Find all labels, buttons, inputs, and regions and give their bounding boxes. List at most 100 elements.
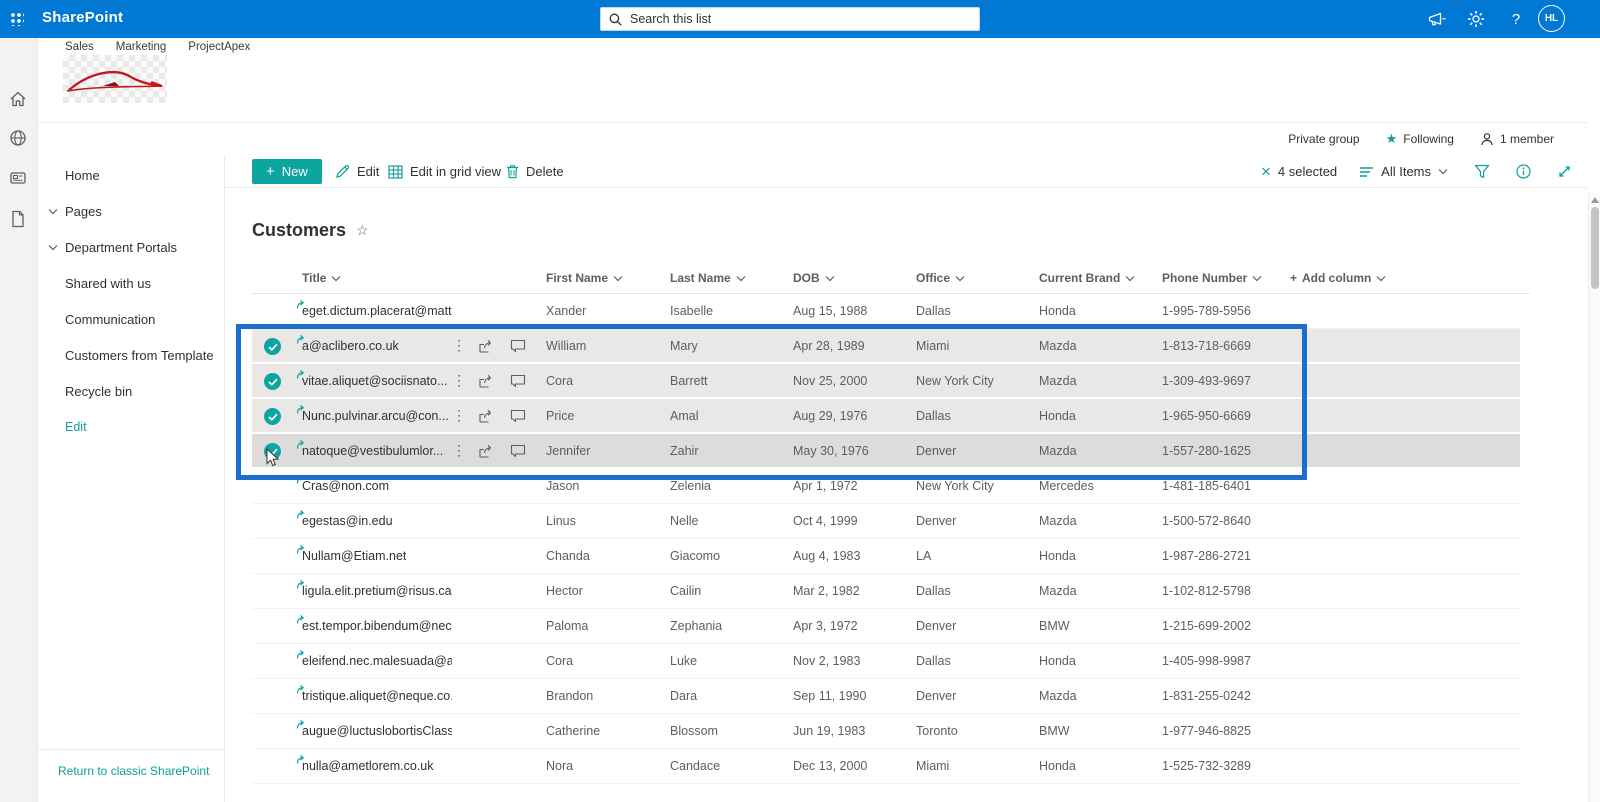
row-comment-button[interactable] bbox=[510, 399, 526, 432]
table-row[interactable]: tristique.aliquet@neque.co.uk Brandon Dara… bbox=[252, 679, 1520, 714]
globe-icon[interactable] bbox=[9, 129, 29, 149]
sidebar-item-department-portals[interactable]: Department Portals bbox=[38, 229, 224, 265]
vertical-scrollbar[interactable] bbox=[1588, 193, 1600, 802]
row-checkbox-checked[interactable] bbox=[264, 443, 281, 460]
column-header-office[interactable]: Office bbox=[916, 271, 965, 285]
cell-title[interactable]: tristique.aliquet@neque.co.uk bbox=[302, 689, 452, 703]
edit-in-grid-view-button[interactable]: Edit in grid view bbox=[388, 155, 501, 188]
row-share-button[interactable] bbox=[478, 434, 494, 467]
row-share-button[interactable] bbox=[478, 364, 494, 397]
edit-button[interactable]: Edit bbox=[335, 155, 379, 188]
person-icon bbox=[1481, 132, 1493, 145]
cell-first-name: Hector bbox=[546, 584, 583, 598]
home-icon[interactable] bbox=[9, 90, 29, 110]
table-row[interactable]: natoque@vestibulumlor... ⋮ Jennifer Zahir Ma… bbox=[252, 434, 1520, 469]
scrollbar-thumb[interactable] bbox=[1591, 207, 1599, 289]
following-toggle[interactable]: ★ Following bbox=[1385, 130, 1454, 146]
document-icon[interactable] bbox=[9, 210, 29, 230]
sidebar-item-shared-with-us[interactable]: Shared with us bbox=[65, 275, 151, 291]
gear-icon[interactable] bbox=[1465, 9, 1487, 29]
cell-title[interactable]: Nunc.pulvinar.arcu@con... bbox=[302, 408, 449, 423]
cell-title[interactable]: Nullam@Etiam.net bbox=[302, 549, 407, 563]
table-row[interactable]: ligula.elit.pretium@risus.ca Hector Cailin… bbox=[252, 574, 1520, 609]
row-more-actions[interactable]: ⋮ bbox=[452, 329, 466, 362]
filter-button[interactable] bbox=[1474, 155, 1490, 188]
view-selector[interactable]: All Items bbox=[1359, 155, 1448, 188]
sidebar-item-edit[interactable]: Edit bbox=[65, 420, 87, 434]
table-row[interactable]: est.tempor.bibendum@neccursusa.com Paloma… bbox=[252, 609, 1520, 644]
row-more-actions[interactable]: ⋮ bbox=[452, 364, 466, 397]
comment-icon bbox=[510, 374, 526, 387]
table-row[interactable]: nulla@ametlorem.co.uk Nora Candace Dec 13, … bbox=[252, 749, 1520, 784]
scroll-up-arrow[interactable] bbox=[1591, 197, 1599, 203]
sidebar-item-home[interactable]: Home bbox=[65, 167, 100, 183]
table-row[interactable]: vitae.aliquet@sociisnato... ⋮ Cora Barrett N… bbox=[252, 364, 1520, 399]
comment-icon bbox=[510, 339, 526, 352]
cell-title[interactable]: ligula.elit.pretium@risus.ca bbox=[302, 584, 452, 598]
cell-first-name: Nora bbox=[546, 759, 574, 773]
app-launcher-waffle-icon[interactable] bbox=[10, 12, 24, 26]
add-column-button[interactable]: + Add column bbox=[1290, 271, 1386, 285]
cell-title[interactable]: eleifend.nec.malesuada@atrisus.ca bbox=[302, 654, 452, 668]
sidebar-item-customers-from-template[interactable]: Customers from Template bbox=[65, 347, 214, 363]
row-checkbox-checked[interactable] bbox=[264, 338, 281, 355]
table-row[interactable]: Nullam@Etiam.net Chanda Giacomo Aug 4, 1983… bbox=[252, 539, 1520, 574]
row-comment-button[interactable] bbox=[510, 329, 526, 362]
info-button[interactable] bbox=[1516, 155, 1531, 188]
row-checkbox-checked[interactable] bbox=[264, 408, 281, 425]
expand-button[interactable] bbox=[1557, 155, 1572, 188]
megaphone-icon[interactable] bbox=[1426, 9, 1448, 29]
row-comment-button[interactable] bbox=[510, 434, 526, 467]
cell-title[interactable]: vitae.aliquet@sociisnato... bbox=[302, 373, 448, 388]
tab-projectapex[interactable]: ProjectApex bbox=[188, 41, 251, 53]
table-row[interactable]: eleifend.nec.malesuada@atrisus.ca Cora Luk… bbox=[252, 644, 1520, 679]
cell-title[interactable]: est.tempor.bibendum@neccursusa.com bbox=[302, 619, 452, 633]
table-row[interactable]: eget.dictum.placerat@mattis.ca Xander Isab… bbox=[252, 294, 1520, 329]
row-comment-button[interactable] bbox=[510, 364, 526, 397]
column-header-current-brand[interactable]: Current Brand bbox=[1039, 271, 1135, 285]
favorite-star-icon[interactable]: ☆ bbox=[356, 222, 369, 238]
column-header-title[interactable]: Title bbox=[302, 271, 341, 285]
column-header-last-name[interactable]: Last Name bbox=[670, 271, 746, 285]
return-classic-link[interactable]: Return to classic SharePoint bbox=[58, 764, 210, 778]
members-button[interactable]: 1 member bbox=[1480, 132, 1554, 146]
column-header-phone-number[interactable]: Phone Number bbox=[1162, 271, 1262, 285]
search-box[interactable] bbox=[600, 7, 980, 31]
tab-sales[interactable]: Sales bbox=[65, 41, 94, 53]
sidebar-item-recycle-bin[interactable]: Recycle bin bbox=[65, 383, 133, 399]
cell-title[interactable]: natoque@vestibulumlor... bbox=[302, 443, 444, 458]
table-row[interactable]: a@aclibero.co.uk ⋮ William Mary Apr 28, 1989… bbox=[252, 329, 1520, 364]
cell-office: Dallas bbox=[916, 584, 951, 598]
delete-button[interactable]: Delete bbox=[506, 155, 564, 188]
search-input[interactable] bbox=[630, 12, 971, 26]
open-item-arrow-icon bbox=[296, 544, 305, 554]
sidebar-item-pages[interactable]: Pages bbox=[38, 193, 224, 229]
table-row[interactable]: egestas@in.edu Linus Nelle Oct 4, 1999 Denve… bbox=[252, 504, 1520, 539]
row-more-actions[interactable]: ⋮ bbox=[452, 434, 466, 467]
new-button[interactable]: + New bbox=[252, 159, 322, 184]
cell-title[interactable]: egestas@in.edu bbox=[302, 514, 393, 528]
site-logo[interactable] bbox=[63, 55, 167, 103]
row-checkbox-checked[interactable] bbox=[264, 373, 281, 390]
cell-title[interactable]: eget.dictum.placerat@mattis.ca bbox=[302, 304, 452, 318]
row-share-button[interactable] bbox=[478, 399, 494, 432]
news-icon[interactable] bbox=[9, 169, 29, 189]
open-item-arrow-icon bbox=[296, 684, 305, 694]
list-title-row: Customers ☆ bbox=[252, 220, 369, 241]
avatar[interactable]: HL bbox=[1538, 5, 1565, 32]
table-row[interactable]: Cras@non.com Jason Zelenia Apr 1, 1972 New Y… bbox=[252, 469, 1520, 504]
tab-marketing[interactable]: Marketing bbox=[115, 41, 167, 53]
table-row[interactable]: Nunc.pulvinar.arcu@con... ⋮ Price Amal Aug 2… bbox=[252, 399, 1520, 434]
cell-title[interactable]: augue@luctuslobortisClass.co.uk bbox=[302, 724, 452, 738]
cell-title[interactable]: nulla@ametlorem.co.uk bbox=[302, 759, 434, 773]
clear-selection-button[interactable]: × 4 selected bbox=[1260, 161, 1338, 181]
sidebar-item-communication[interactable]: Communication bbox=[65, 311, 156, 327]
row-share-button[interactable] bbox=[478, 329, 494, 362]
row-more-actions[interactable]: ⋮ bbox=[452, 399, 466, 432]
table-row[interactable]: augue@luctuslobortisClass.co.uk Catherine… bbox=[252, 714, 1520, 749]
column-header-dob[interactable]: DOB bbox=[793, 271, 835, 285]
cell-title[interactable]: a@aclibero.co.uk bbox=[302, 338, 399, 353]
cell-title[interactable]: Cras@non.com bbox=[302, 479, 390, 493]
column-header-first-name[interactable]: First Name bbox=[546, 271, 623, 285]
help-icon[interactable]: ? bbox=[1511, 10, 1521, 28]
